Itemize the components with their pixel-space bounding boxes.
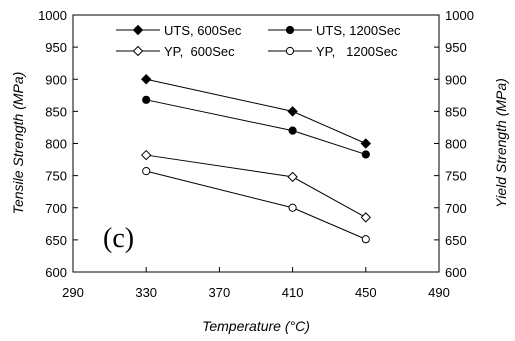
- data-point: [361, 150, 370, 159]
- y-left-tick-label: 950: [45, 40, 67, 55]
- series: [142, 167, 370, 244]
- y-right-tick-label: 650: [445, 233, 467, 248]
- y-left-tick-label: 750: [45, 169, 67, 184]
- legend-label: YP, 600Sec: [164, 44, 235, 59]
- x-tick-label: 370: [209, 285, 231, 300]
- data-point: [287, 171, 298, 183]
- data-point: [360, 138, 372, 149]
- series-layer: [140, 74, 372, 244]
- legend-item: UTS, 600Sec: [116, 23, 242, 38]
- x-tick-label: 330: [135, 285, 157, 300]
- y-left-tick-label: 650: [45, 233, 67, 248]
- axis-ticks: 600 600 650 650 700 700 750 750 800 800 850 850 900 9…: [38, 8, 474, 300]
- x-tick-label: 410: [282, 285, 304, 300]
- data-point: [361, 235, 370, 244]
- y-right-tick-label: 850: [445, 104, 467, 119]
- x-axis-title: Temperature (°C): [202, 318, 310, 334]
- y-right-tick-label: 950: [445, 40, 467, 55]
- x-tick-label: 290: [62, 285, 84, 300]
- data-point: [140, 149, 152, 161]
- y-right-tick-label: 900: [445, 72, 467, 87]
- data-point: [288, 126, 297, 135]
- data-point: [288, 203, 297, 212]
- y-right-tick-label: 800: [445, 137, 467, 152]
- y-right-tick-label: 600: [445, 265, 467, 280]
- data-point: [360, 212, 372, 223]
- series: [142, 95, 370, 159]
- legend-label: UTS, 1200Sec: [316, 23, 401, 38]
- legend-marker: [132, 45, 144, 57]
- x-tick-label: 450: [355, 285, 377, 300]
- y-right-tick-label: 700: [445, 201, 467, 216]
- legend-item: YP, 600Sec: [116, 44, 235, 59]
- y-left-tick-label: 700: [45, 201, 67, 216]
- series-line: [146, 154, 367, 218]
- y-left-tick-label: 800: [45, 137, 67, 152]
- y-left-tick-label: 600: [45, 265, 67, 280]
- x-tick-label: 490: [428, 285, 450, 300]
- y-axis-right-title: Yield Strength (MPa): [493, 78, 509, 208]
- legend-label: YP, 1200Sec: [316, 44, 398, 59]
- y-right-tick-label: 750: [445, 169, 467, 184]
- legend-marker: [285, 46, 295, 56]
- y-left-tick-label: 850: [45, 104, 67, 119]
- series-line: [146, 99, 366, 155]
- legend-marker: [285, 25, 295, 35]
- legend: UTS, 600Sec UTS, 1200Sec YP, 600Sec YP, 120…: [116, 23, 401, 59]
- legend-marker: [132, 24, 144, 36]
- legend-label: UTS, 600Sec: [164, 23, 242, 38]
- data-point: [142, 95, 151, 104]
- series-line: [146, 78, 367, 144]
- data-point: [287, 106, 298, 117]
- y-left-tick-label: 900: [45, 72, 67, 87]
- legend-item: YP, 1200Sec: [268, 44, 398, 59]
- series-line: [146, 170, 366, 240]
- data-point: [142, 167, 151, 176]
- panel-label: (c): [103, 223, 134, 254]
- y-axis-left-title: Tensile Strength (MPa): [10, 72, 26, 215]
- series: [140, 74, 372, 149]
- legend-item: UTS, 1200Sec: [268, 23, 401, 38]
- data-point: [140, 74, 152, 85]
- y-left-tick-label: 1000: [38, 8, 67, 23]
- y-right-tick-label: 1000: [445, 8, 474, 23]
- series: [140, 149, 372, 223]
